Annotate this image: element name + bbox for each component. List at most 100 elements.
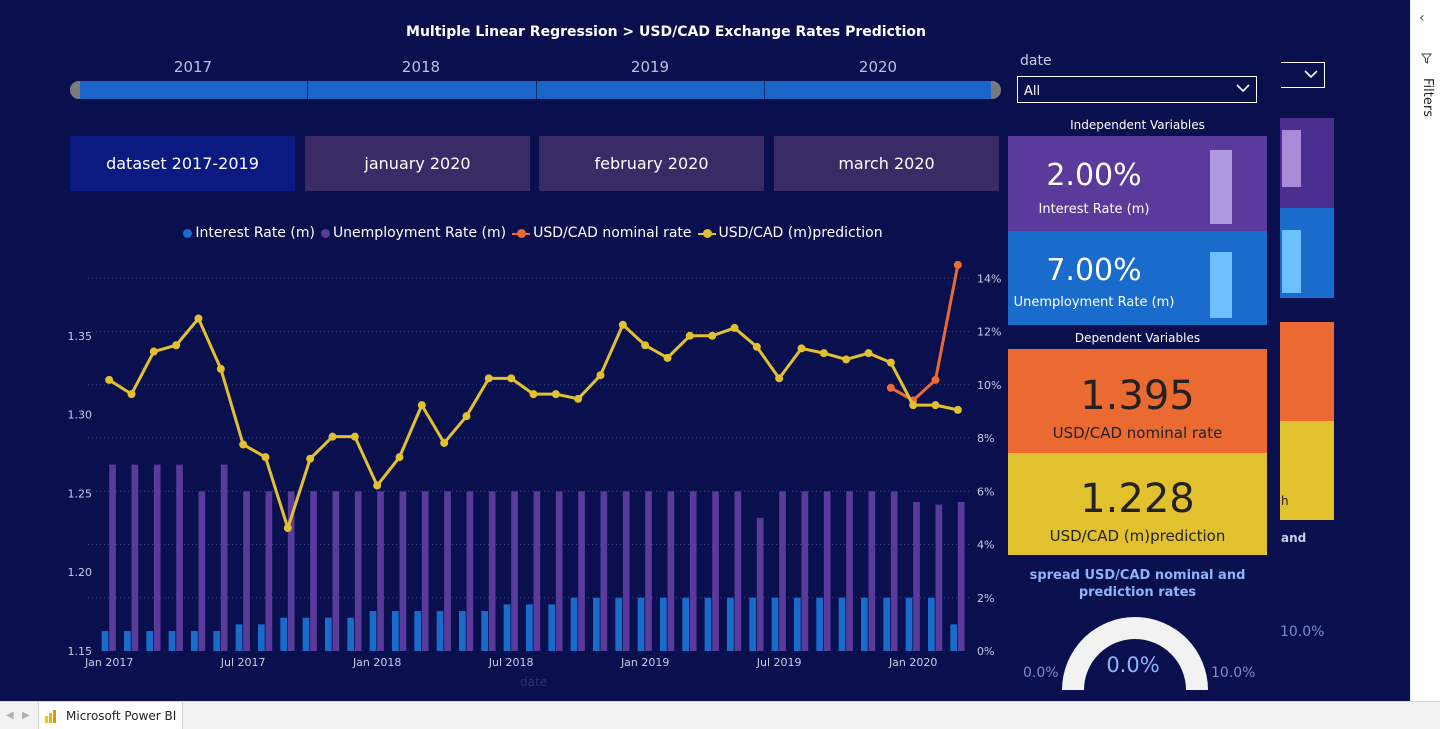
- legend-item-interest[interactable]: Interest Rate (m): [183, 225, 315, 241]
- bar-interest: [191, 631, 198, 651]
- y-right-tick-label: 8%: [977, 432, 994, 445]
- bar-unemployment: [779, 491, 786, 651]
- tab-january-2020[interactable]: january 2020: [305, 136, 530, 191]
- gauge-title: spread USD/CAD nominal and prediction ra…: [1029, 568, 1246, 600]
- bar-interest: [146, 631, 154, 651]
- bar-interest: [838, 597, 846, 651]
- bar-interest: [794, 597, 801, 651]
- point-prediction: [574, 394, 583, 403]
- legend-item-unemployment[interactable]: Unemployment Rate (m): [320, 225, 506, 241]
- interest-rate-label: Interest Rate (m): [1038, 202, 1150, 217]
- y-right-tick-label: 4%: [977, 539, 994, 552]
- legend-marker: [512, 228, 531, 238]
- y-left-tick-label: 1.25: [68, 487, 93, 500]
- y-left-tick-label: 1.20: [68, 566, 93, 579]
- point-prediction: [529, 390, 538, 399]
- bar-interest: [526, 604, 533, 651]
- bar-unemployment: [354, 491, 362, 651]
- bar-unemployment: [846, 491, 853, 651]
- bar-unemployment: [890, 491, 898, 651]
- hidden-visual-card: [1280, 421, 1334, 520]
- bar-interest: [682, 597, 690, 651]
- bar-unemployment: [153, 464, 161, 651]
- point-prediction: [216, 364, 225, 373]
- point-prediction: [752, 342, 761, 351]
- bar-unemployment: [421, 491, 429, 651]
- slider-divider: [307, 81, 308, 99]
- legend-item-nominal[interactable]: USD/CAD nominal rate: [512, 225, 692, 241]
- legend-item-prediction[interactable]: USD/CAD (m)prediction: [697, 225, 883, 241]
- point-prediction: [440, 438, 449, 447]
- legend-marker: [697, 228, 716, 238]
- point-prediction: [819, 349, 828, 358]
- filters-pane-label[interactable]: Filters: [1420, 78, 1435, 117]
- interest-rate-value: 2.00%: [1046, 158, 1142, 193]
- legend-label: Interest Rate (m): [195, 225, 315, 241]
- bar-unemployment: [645, 491, 652, 651]
- year-range-slider[interactable]: [70, 81, 1001, 99]
- bar-unemployment: [533, 491, 541, 651]
- bar-unemployment: [913, 501, 920, 651]
- bar-unemployment: [377, 491, 384, 651]
- y-right-tick-label: 6%: [977, 485, 994, 498]
- bar-unemployment: [689, 491, 697, 651]
- app-tab[interactable]: Microsoft Power BI: [38, 702, 184, 729]
- x-tick-label: Jan 2018: [352, 656, 401, 669]
- tab-march-2020[interactable]: march 2020: [774, 136, 999, 191]
- point-prediction: [373, 481, 382, 490]
- report-title: Multiple Linear Regression > USD/CAD Exc…: [406, 24, 926, 40]
- bar-unemployment: [801, 491, 809, 651]
- bar-interest: [704, 597, 712, 651]
- point-prediction: [306, 454, 315, 463]
- scroll-left-icon[interactable]: ◀: [6, 710, 14, 721]
- hidden-visual-card: [1280, 208, 1334, 298]
- hidden-visual-text: h: [1281, 494, 1289, 508]
- point-prediction: [127, 390, 136, 399]
- chevron-down-icon: [1304, 66, 1318, 85]
- date-slicer-dropdown[interactable]: All: [1017, 76, 1257, 103]
- bar-interest: [615, 597, 623, 651]
- bar-unemployment: [622, 491, 630, 651]
- bar-unemployment: [734, 491, 742, 651]
- bar-unemployment: [555, 491, 563, 651]
- y-left-tick-label: 1.30: [68, 409, 93, 422]
- bar-unemployment: [444, 491, 451, 651]
- prediction-value: 1.228: [1080, 476, 1195, 522]
- bar-interest: [883, 597, 891, 651]
- bar-interest: [928, 597, 935, 651]
- interest-rate-card: 2.00% Interest Rate (m): [1008, 136, 1267, 231]
- hidden-visual-text: 10.0%: [1280, 624, 1325, 640]
- hidden-visual-text: and: [1281, 531, 1307, 545]
- bar-unemployment: [488, 491, 496, 651]
- tab-february-2020[interactable]: february 2020: [539, 136, 764, 191]
- point-prediction: [417, 401, 426, 410]
- combo-chart: 1.15 1.20 1.25 1.30 1.35 0% 2% 4% 6% 8% 10% 12% 14% J…: [68, 260, 1001, 669]
- point-prediction: [730, 323, 739, 332]
- y-right-tick-label: 14%: [977, 272, 1001, 285]
- collapse-filters-chevron-icon[interactable]: ‹: [1419, 10, 1425, 26]
- point-prediction: [618, 320, 627, 329]
- point-prediction: [239, 440, 248, 449]
- prediction-label: USD/CAD (m)prediction: [1049, 527, 1226, 545]
- bar-unemployment: [756, 517, 764, 651]
- slider-divider: [764, 81, 765, 99]
- app-tab-label: Microsoft Power BI: [66, 709, 177, 723]
- legend-label: USD/CAD (m)prediction: [718, 225, 883, 241]
- slider-start-handle[interactable]: [70, 81, 80, 99]
- scroll-right-icon[interactable]: ▶: [22, 710, 30, 721]
- point-prediction: [261, 453, 270, 462]
- bar-unemployment: [957, 501, 965, 651]
- point-prediction: [663, 353, 672, 362]
- tab-dataset-2017-2019[interactable]: dataset 2017-2019: [70, 136, 295, 191]
- bar-unemployment: [265, 491, 273, 651]
- point-prediction: [172, 341, 181, 350]
- point-prediction: [596, 371, 605, 380]
- filter-funnel-icon: [1420, 53, 1433, 67]
- hidden-visual-dropdown[interactable]: [1281, 62, 1325, 88]
- point-nominal: [886, 383, 895, 392]
- point-prediction: [328, 432, 337, 441]
- point-prediction: [507, 374, 516, 383]
- slider-end-handle[interactable]: [991, 81, 1001, 99]
- bar-interest: [660, 597, 667, 651]
- legend-marker: [320, 228, 330, 238]
